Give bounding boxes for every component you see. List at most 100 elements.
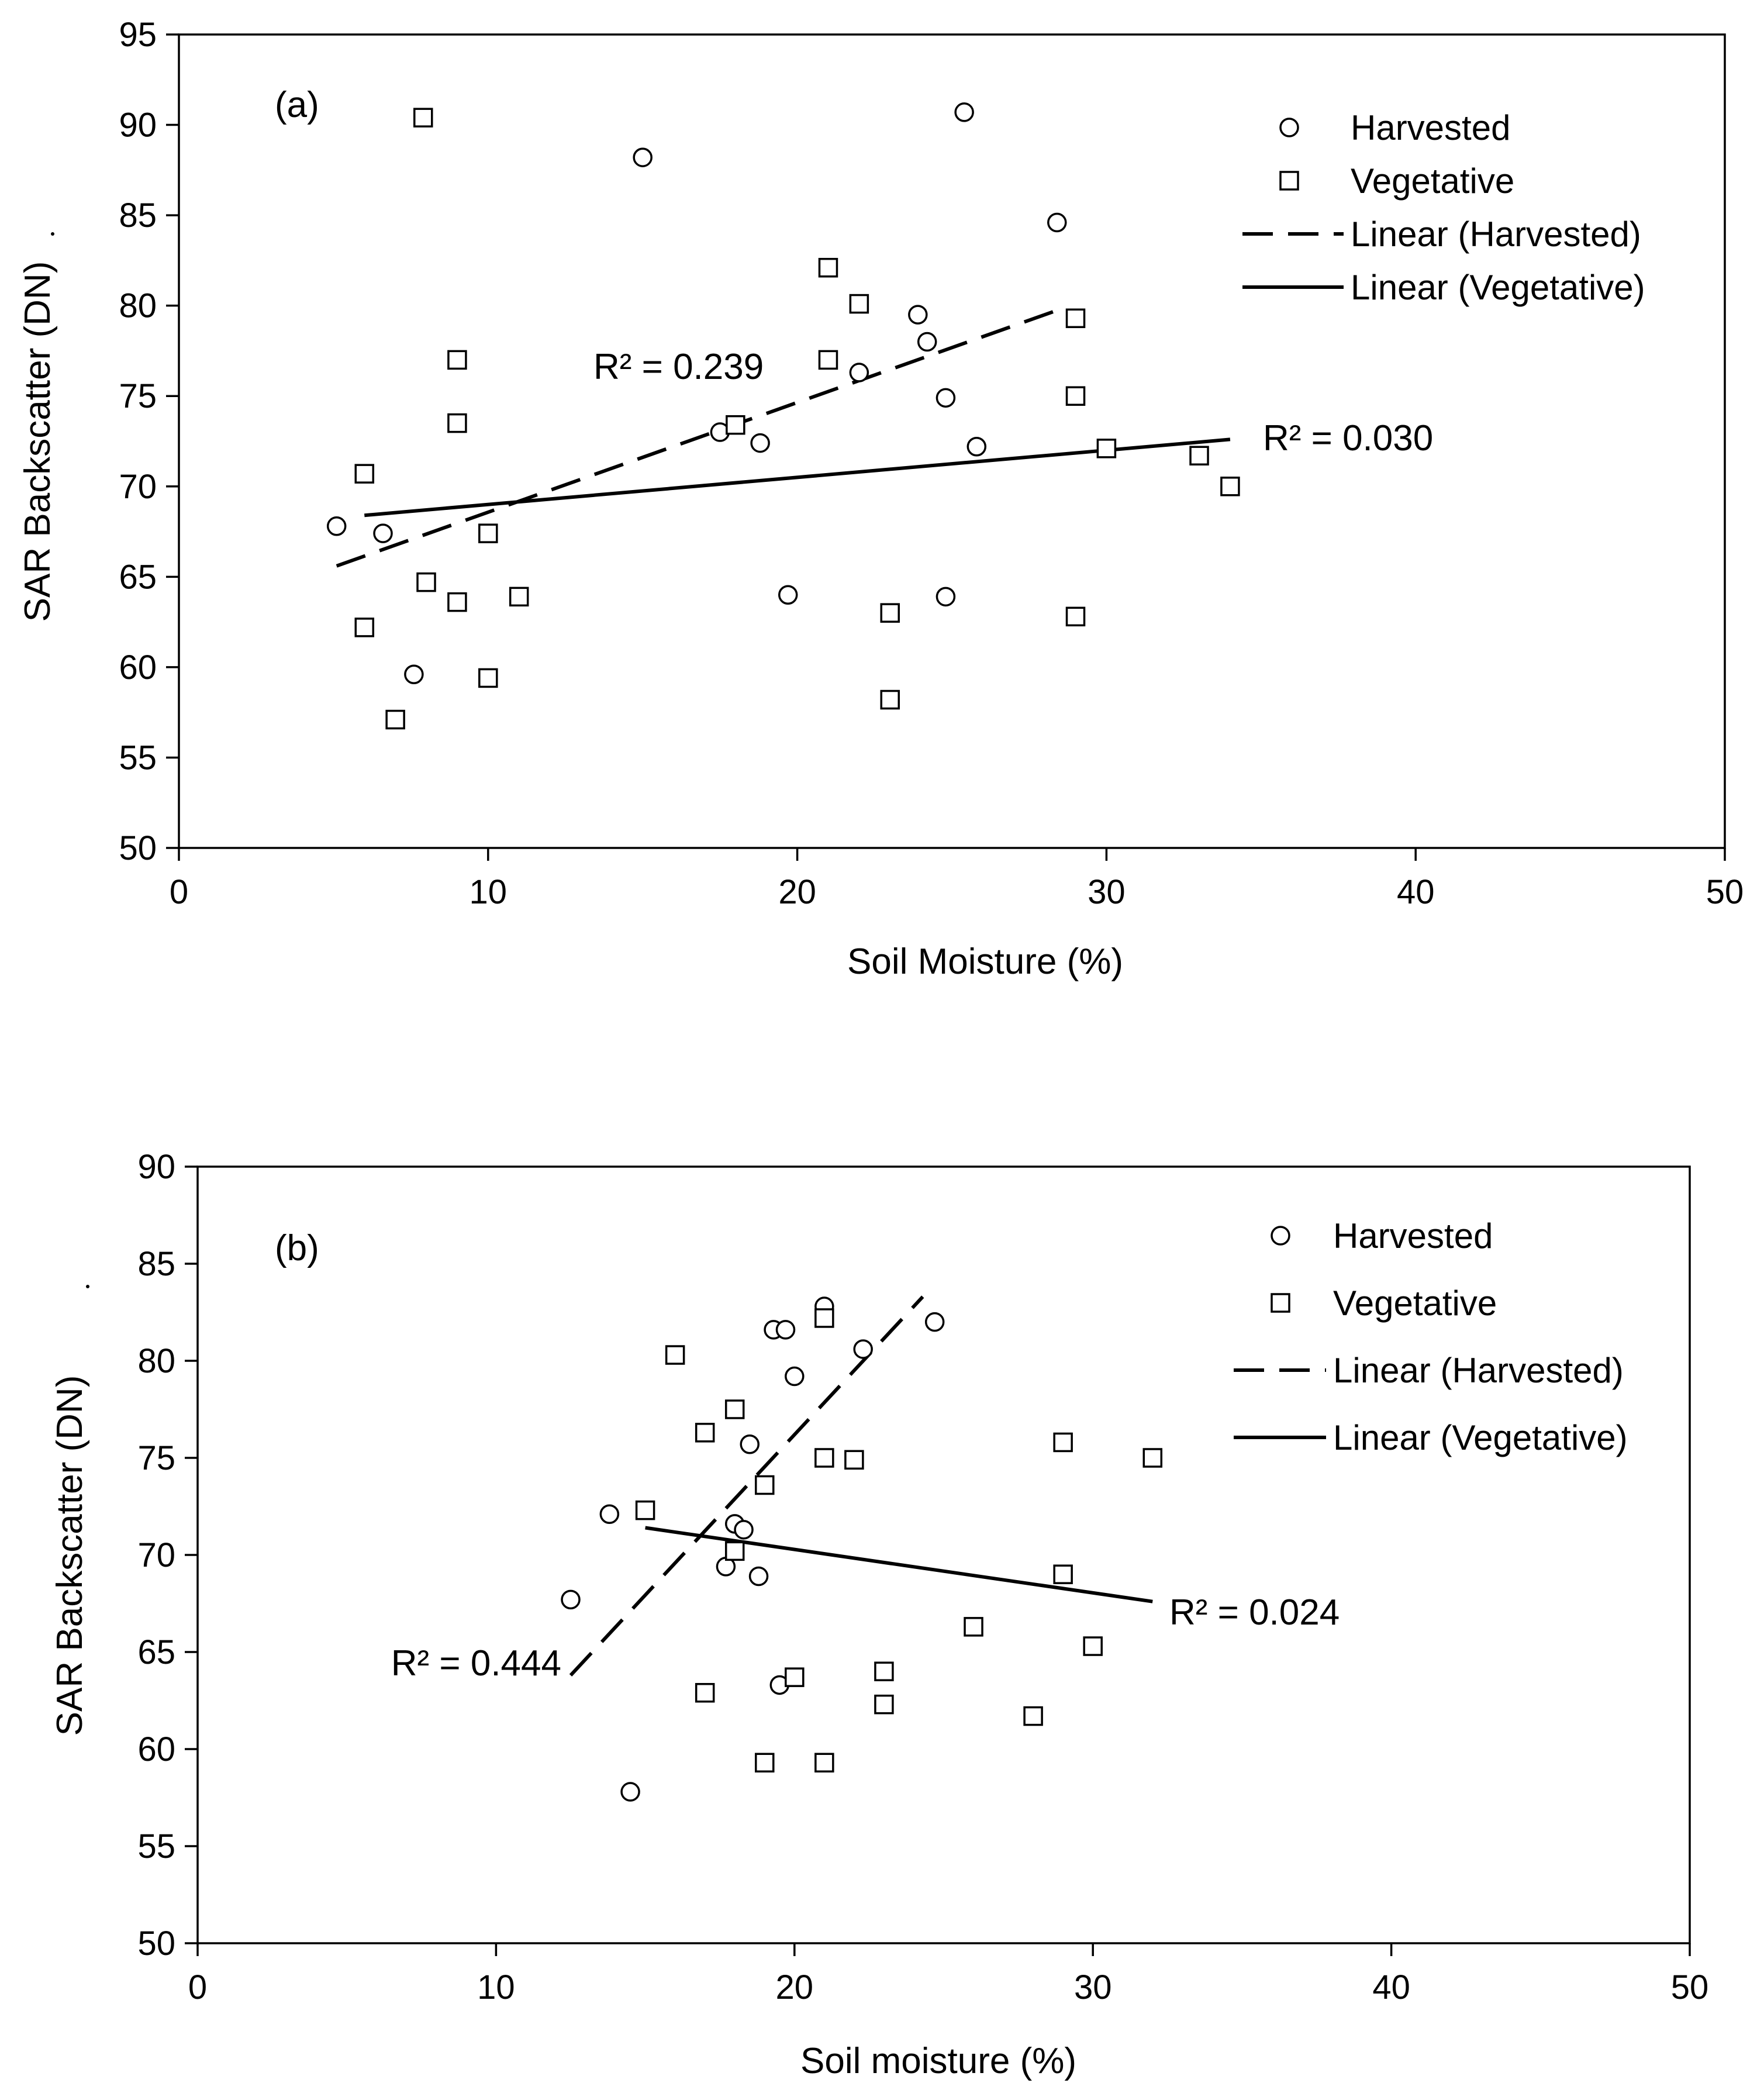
point-harvested [750, 433, 770, 453]
legend-label: Linear (Vegetative) [1351, 268, 1645, 307]
y-axis-title: SAR Backscatter (DN) [50, 1375, 90, 1736]
point-harvested [775, 1320, 796, 1340]
point-vegetative [818, 258, 838, 278]
y-tick-label: 55 [137, 1827, 175, 1865]
point-harvested [966, 437, 987, 457]
point-vegetative [814, 1448, 834, 1468]
trendline-vegetative [645, 1526, 1153, 1603]
y-axis-title: SAR Backscatter (DN) [18, 261, 58, 622]
y-tick-label: 60 [137, 1730, 175, 1768]
point-harvested [748, 1566, 769, 1587]
y-tick-label: 65 [137, 1633, 175, 1671]
point-harvested [853, 1339, 873, 1359]
point-harvested [917, 332, 937, 352]
y-tick-label: 75 [137, 1439, 175, 1477]
point-vegetative [1083, 1636, 1103, 1656]
point-harvested [740, 1434, 760, 1454]
point-vegetative [1065, 606, 1086, 627]
panel-label: (b) [275, 1228, 319, 1268]
x-axis-title: Soil Moisture (%) [847, 942, 1123, 982]
point-vegetative [1220, 477, 1240, 496]
x-tick-label: 30 [1074, 1968, 1112, 2006]
chart-a: 50 55 60 65 70 75 80 85 90 95 0 10 20 30 40 50 Soil Mois… [18, 16, 1744, 982]
point-vegetative [818, 350, 838, 370]
trendline-harvested [569, 1295, 924, 1677]
point-harvested [1047, 212, 1067, 233]
legend-label: Harvested [1351, 108, 1510, 147]
trendline-vegetative [364, 437, 1231, 518]
point-vegetative [1053, 1564, 1073, 1584]
y-tick-label: 70 [137, 1536, 175, 1574]
point-vegetative [695, 1682, 715, 1703]
y-tick-label: 90 [119, 106, 157, 144]
point-vegetative [874, 1661, 894, 1681]
point-vegetative [964, 1617, 983, 1637]
point-vegetative [785, 1667, 805, 1687]
point-vegetative [1096, 439, 1117, 458]
y-tick-label: 60 [119, 649, 157, 687]
y-tick-label: 50 [137, 1925, 175, 1963]
r2-label-harvested: R² = 0.444 [391, 1643, 561, 1684]
x-tick-label: 50 [1706, 873, 1744, 911]
point-vegetative [844, 1450, 864, 1470]
point-vegetative [726, 415, 745, 435]
chart-b: 50 55 60 65 70 75 80 85 90 0 10 20 30 40 50 Soil moistu… [50, 1148, 1708, 2081]
point-harvested [620, 1782, 640, 1802]
point-vegetative [354, 464, 375, 484]
point-vegetative [880, 689, 900, 710]
legend-label: Vegetative [1351, 161, 1514, 201]
point-harvested [785, 1366, 805, 1387]
point-harvested [326, 516, 347, 536]
legend-label: Harvested [1333, 1216, 1493, 1256]
trendline-harvested [336, 308, 1061, 568]
legend-label: Linear (Harvested) [1333, 1351, 1624, 1390]
point-harvested [778, 585, 798, 605]
stray-dot [86, 1285, 89, 1288]
y-tick-label: 80 [119, 287, 157, 325]
plot-area-border [178, 33, 1726, 849]
point-vegetative [814, 1308, 834, 1328]
y-tick-label: 65 [119, 558, 157, 596]
point-vegetative [814, 1753, 834, 1772]
y-tick-label: 70 [119, 468, 157, 506]
point-vegetative [478, 523, 498, 543]
x-tick-label: 30 [1088, 873, 1126, 911]
point-vegetative [874, 1694, 894, 1715]
point-vegetative [447, 413, 467, 433]
y-tick-label: 95 [119, 16, 157, 54]
y-tick-label: 55 [119, 739, 157, 777]
legend-marker-harvested [1271, 1226, 1290, 1246]
point-vegetative [385, 709, 405, 730]
point-harvested [373, 523, 393, 543]
x-tick-label: 50 [1671, 1968, 1709, 2006]
y-tick-label: 80 [137, 1342, 175, 1380]
x-tick-label: 40 [1397, 873, 1435, 911]
point-vegetative [724, 1399, 745, 1419]
point-vegetative [849, 294, 869, 314]
x-axis-title: Soil moisture (%) [800, 2041, 1076, 2081]
point-vegetative [447, 350, 467, 370]
point-vegetative [724, 1541, 745, 1561]
point-vegetative [1065, 386, 1086, 406]
y-tick-label: 90 [137, 1148, 175, 1186]
point-vegetative [1053, 1432, 1073, 1453]
point-harvested [734, 1520, 754, 1540]
point-vegetative [665, 1345, 685, 1365]
x-tick-label: 0 [188, 1968, 207, 2006]
legend-label: Vegetative [1333, 1284, 1497, 1323]
panel-label: (a) [275, 85, 319, 125]
legend-label: Linear (Harvested) [1351, 215, 1641, 254]
point-vegetative [1189, 446, 1209, 465]
point-harvested [599, 1504, 620, 1525]
point-vegetative [755, 1475, 775, 1495]
y-tick-label: 50 [119, 829, 157, 867]
r2-label-vegetative: R² = 0.024 [1169, 1592, 1340, 1633]
point-harvested [908, 305, 928, 325]
x-tick-label: 10 [470, 873, 508, 911]
point-vegetative [478, 668, 498, 688]
point-harvested [561, 1589, 581, 1610]
point-vegetative [1142, 1448, 1163, 1468]
legend-marker-vegetative [1271, 1293, 1290, 1313]
stray-dot [51, 232, 54, 236]
